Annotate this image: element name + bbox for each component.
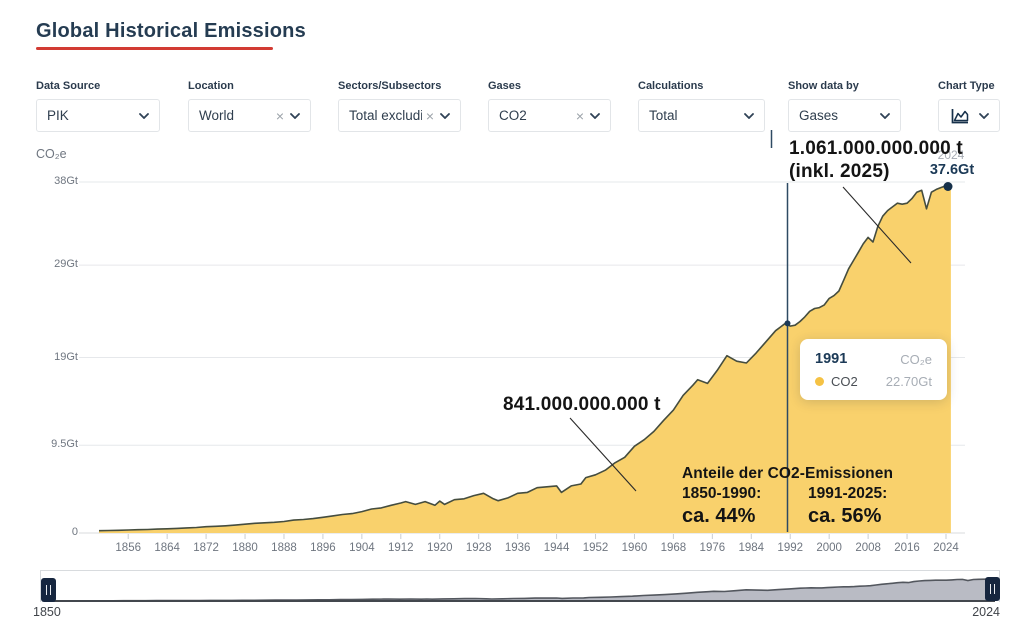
x-axis-tick-label: 1872 [193,542,219,554]
area-chart-icon [951,108,969,123]
filter-value-sectors: Total excludi [349,108,422,123]
y-axis-tick-label: 38Gt [54,175,78,187]
filter-group-data-source: Data Source PIK [36,80,160,132]
filter-value-data-source: PIK [47,108,69,123]
x-axis-tick-label: 1936 [504,542,531,554]
x-axis-tick-label: 2000 [816,542,842,554]
annotation-cumulative-1991-2025-line1: 1.061.000.000.000 t [789,138,963,159]
filter-group-chart-type: Chart Type [938,80,1000,132]
x-axis-tick-label: 1904 [349,542,375,554]
filter-dropdown-location[interactable]: World × [188,99,311,132]
share-right-period: 1991-2025: [808,485,888,502]
timeline-handle-end[interactable] [985,577,1000,601]
timeline-slider-track[interactable] [40,570,1000,602]
filter-label-sectors: Sectors/Subsectors [338,80,442,92]
page-title: Global Historical Emissions [36,20,306,42]
annotation-cumulative-1991-2025: 1.061.000.000.000 t (inkl. 2025) [789,137,963,183]
chevron-down-icon [880,112,890,119]
x-axis-tick-label: 1888 [271,542,297,554]
annotation-cumulative-1850-1990: 841.000.000.000 t [503,394,661,415]
filter-label-show-data-by: Show data by [788,80,859,92]
x-axis-tick-label: 1944 [543,542,570,554]
x-axis-tick-label: 2008 [855,542,881,554]
x-axis-tick-label: 1864 [154,542,180,554]
share-left-period: 1850-1990: [682,485,762,502]
title-underline [36,47,273,50]
x-axis-tick-label: 1920 [426,542,453,554]
x-axis-tick-label: 1896 [310,542,336,554]
y-axis-tick-label: 9.5Gt [51,438,78,451]
clear-icon[interactable]: × [575,107,584,124]
filter-dropdown-gases[interactable]: CO2 × [488,99,611,132]
tooltip-series-value: 22.70Gt [885,374,932,389]
tooltip-unit: CO₂e [900,351,932,367]
clear-icon[interactable]: × [425,107,434,124]
filter-value-show-data-by: Gases [799,108,839,123]
x-axis-tick-label: 1928 [465,542,492,554]
x-axis-tick-label: 1984 [738,542,765,554]
series-color-dot [815,377,824,386]
filter-group-show-data-by: Show data by Gases [788,80,901,132]
handle-grip-icon [49,585,52,595]
handle-grip-icon [993,584,996,594]
x-axis-tick-label: 1856 [115,542,141,554]
filter-label-data-source: Data Source [36,80,101,92]
filter-group-calculations: Calculations Total [638,80,765,132]
chevron-down-icon [590,112,600,119]
filter-value-location: World [199,108,235,123]
chevron-down-icon [139,112,149,119]
annotation-cumulative-1991-2025-line2: (inkl. 2025) [789,161,890,182]
filter-value-gases: CO2 [499,108,527,123]
annotation-share-box: Anteile der CO2-Emissionen 1850-1990: 19… [682,465,922,528]
tooltip-series-name: CO2 [831,374,858,389]
chevron-down-icon [979,112,989,119]
filter-dropdown-sectors[interactable]: Total excludi × [338,99,461,132]
y-axis-unit-label: CO₂e [36,147,67,161]
handle-grip-icon [45,585,48,595]
filter-group-location: Location World × [188,80,311,132]
filter-group-sectors: Sectors/Subsectors Total excludi × [338,80,461,132]
timeline-start-label: 1850 [33,605,61,619]
chevron-down-icon [744,112,754,119]
filter-dropdown-show-data-by[interactable]: Gases [788,99,901,132]
chevron-down-icon [290,112,300,119]
filter-label-chart-type: Chart Type [938,80,995,92]
y-axis-tick-label: 19Gt [54,350,78,363]
x-axis-tick-label: 2016 [894,542,920,554]
filter-label-gases: Gases [488,80,522,92]
share-right-value: ca. 56% [808,505,882,527]
x-axis-tick-label: 1912 [388,542,414,554]
chevron-down-icon [440,112,450,119]
tooltip-year: 1991 [815,351,848,367]
filter-label-location: Location [188,80,234,92]
filter-label-calculations: Calculations [638,80,704,92]
share-title: Anteile der CO2-Emissionen [682,465,894,482]
x-axis-tick-label: 1880 [232,542,258,554]
x-axis-tick-label: 1968 [660,542,687,554]
filter-dropdown-calculations[interactable]: Total [638,99,765,132]
handle-grip-icon [989,584,992,594]
clear-icon[interactable]: × [275,107,284,124]
x-axis-tick-label: 1992 [777,542,804,554]
x-axis-tick-label: 2024 [933,542,959,554]
x-axis-tick-label: 1952 [582,542,609,554]
x-axis-tick-label: 1976 [699,542,726,554]
timeline-handle-start[interactable] [41,578,56,602]
end-point-year-label: 2024 [937,148,965,162]
share-left-value: ca. 44% [682,505,756,527]
timeline-end-label: 2024 [972,605,1000,619]
filter-dropdown-chart-type[interactable] [938,99,1000,132]
end-point-value-label: 37.6Gt [929,162,975,178]
x-axis-tick-label: 1960 [621,542,648,554]
chart-tooltip: 1991 CO₂e CO2 22.70Gt [800,339,947,400]
y-axis-tick-label: 29Gt [54,258,78,271]
filter-value-calculations: Total [649,108,678,123]
filter-group-gases: Gases CO2 × [488,80,611,132]
filter-dropdown-data-source[interactable]: PIK [36,99,160,132]
y-axis-tick-label: 0 [71,526,78,538]
